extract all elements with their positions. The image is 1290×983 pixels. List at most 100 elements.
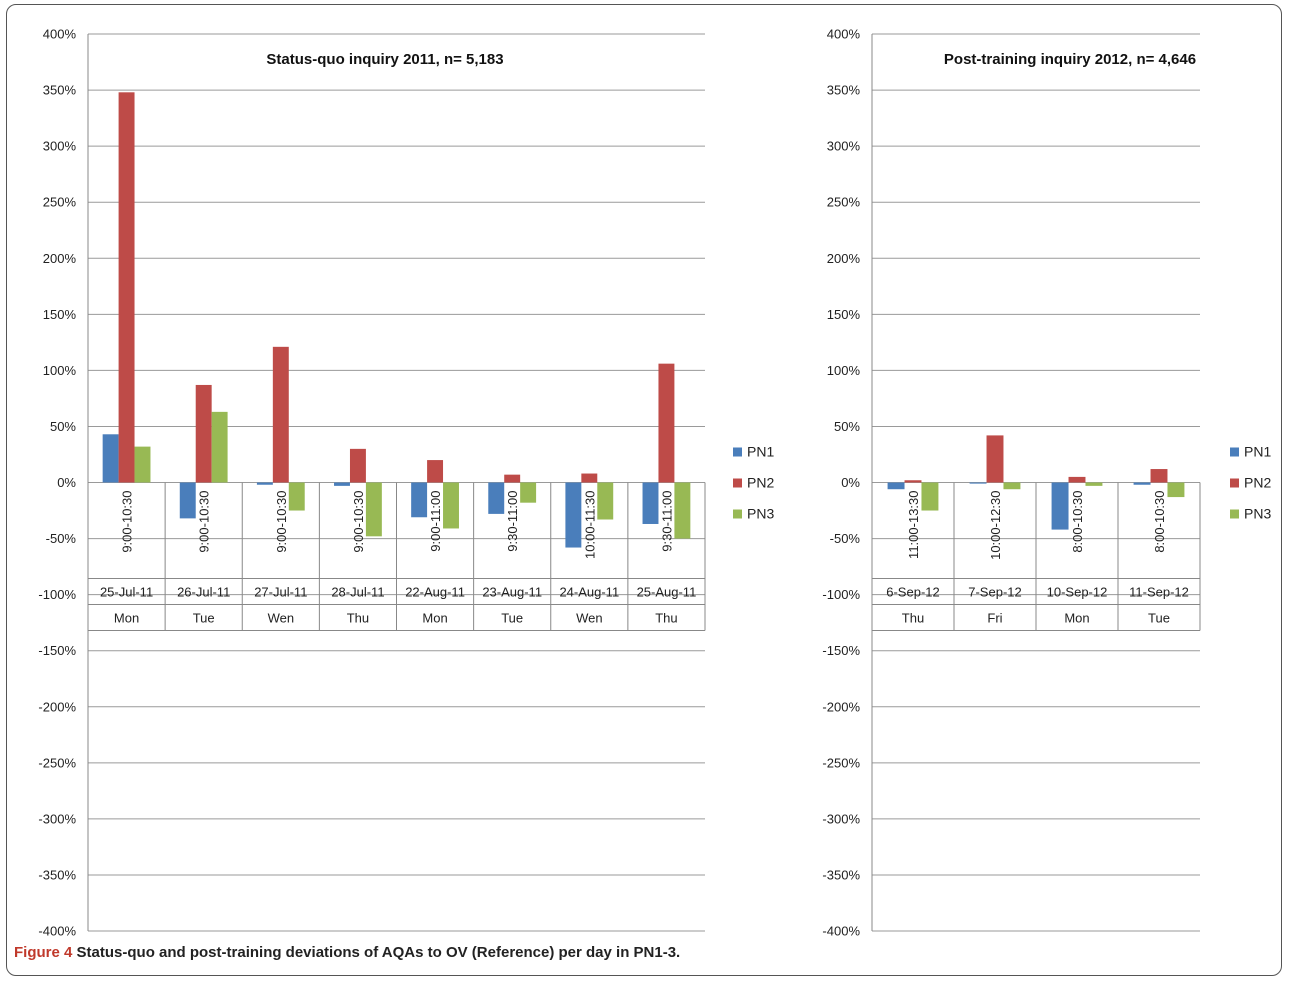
bar-pn2 bbox=[427, 460, 444, 483]
bar-pn2 bbox=[118, 92, 135, 483]
legend-label: PN1 bbox=[1244, 444, 1271, 460]
y-tick-label: -200% bbox=[822, 699, 860, 714]
date-label: 23-Aug-11 bbox=[482, 585, 542, 600]
bar-pn1 bbox=[179, 482, 196, 519]
bar-pn2 bbox=[658, 363, 675, 483]
legend-swatch bbox=[733, 478, 742, 488]
figure-frame bbox=[6, 4, 1282, 976]
weekday-label: Wen bbox=[576, 611, 603, 626]
legend-label: PN3 bbox=[747, 506, 774, 522]
bar-pn2 bbox=[504, 474, 521, 483]
bar-pn3 bbox=[597, 482, 614, 520]
bar-pn2 bbox=[1068, 476, 1086, 483]
y-tick-label: 150% bbox=[827, 307, 861, 322]
bar-pn1 bbox=[102, 434, 119, 483]
time-label: 11:00-13:30 bbox=[906, 491, 921, 559]
time-label: 9:00-10:30 bbox=[120, 491, 135, 553]
weekday-label: Mon bbox=[114, 611, 139, 626]
y-tick-label: -150% bbox=[822, 643, 860, 658]
chart-panel-1: 400% 350% 300% 250% 200% 150% 100% 50% 0% -50% -10… bbox=[38, 27, 774, 939]
y-tick-label: -150% bbox=[38, 643, 76, 658]
legend-swatch bbox=[1230, 478, 1239, 488]
legend-swatch bbox=[1230, 509, 1239, 519]
y-tick-label: 350% bbox=[43, 83, 77, 98]
y-tick-label: -250% bbox=[822, 755, 860, 770]
legend-swatch bbox=[733, 447, 742, 457]
date-label: 25-Aug-11 bbox=[637, 585, 697, 600]
y-tick-label: -50% bbox=[46, 531, 77, 546]
bar-pn3 bbox=[443, 482, 459, 529]
y-tick-label: 150% bbox=[43, 307, 77, 322]
y-tick-label: 400% bbox=[43, 27, 77, 42]
y-tick-label: 350% bbox=[827, 83, 861, 98]
weekday-label: Tue bbox=[1148, 611, 1170, 626]
legend-label: PN3 bbox=[1244, 506, 1271, 522]
y-tick-label: -50% bbox=[830, 531, 861, 546]
bar-pn3 bbox=[520, 482, 537, 503]
bar-pn1 bbox=[642, 482, 659, 524]
weekday-label: Mon bbox=[422, 611, 447, 626]
bar-pn3 bbox=[921, 482, 939, 511]
y-tick-label: -350% bbox=[38, 867, 76, 882]
caption-label: Figure 4 bbox=[14, 944, 73, 961]
y-tick-label: 0% bbox=[57, 475, 76, 490]
bar-pn2 bbox=[1150, 469, 1168, 483]
chart-title: Post-training inquiry 2012, n= 4,646 bbox=[944, 51, 1196, 68]
weekday-label: Mon bbox=[1064, 611, 1089, 626]
legend-swatch bbox=[733, 509, 742, 519]
bar-pn3 bbox=[211, 411, 228, 483]
y-tick-label: -100% bbox=[822, 587, 860, 602]
weekday-label: Thu bbox=[347, 611, 369, 626]
bar-pn3 bbox=[288, 482, 305, 511]
time-label: 8:00-10:30 bbox=[1152, 491, 1167, 553]
bar-pn3 bbox=[1003, 482, 1021, 490]
legend-label: PN2 bbox=[747, 475, 774, 491]
weekday-label: Tue bbox=[193, 611, 215, 626]
bar-pn1 bbox=[887, 482, 905, 490]
bar-pn3 bbox=[134, 446, 151, 483]
date-label: 28-Jul-11 bbox=[331, 585, 384, 600]
caption-text: Status-quo and post-training deviations … bbox=[76, 944, 681, 961]
chart-title: Status-quo inquiry 2011, n= 5,183 bbox=[266, 51, 503, 68]
legend-swatch bbox=[1230, 447, 1239, 457]
bar-pn2 bbox=[904, 480, 922, 483]
weekday-label: Tue bbox=[501, 611, 523, 626]
date-label: 25-Jul-11 bbox=[100, 585, 153, 600]
date-label: 22-Aug-11 bbox=[405, 585, 465, 600]
bar-pn1 bbox=[565, 482, 582, 548]
figure-caption: Figure 4 Status-quo and post-training de… bbox=[14, 944, 680, 961]
y-tick-label: 250% bbox=[43, 195, 77, 210]
y-tick-label: -200% bbox=[38, 699, 76, 714]
date-label: 24-Aug-11 bbox=[559, 585, 619, 600]
time-label: 9:30-11:00 bbox=[505, 491, 520, 552]
y-tick-label: 400% bbox=[827, 27, 861, 42]
bar-pn1 bbox=[1133, 482, 1151, 485]
date-label: 7-Sep-12 bbox=[968, 585, 1021, 600]
y-tick-label: -400% bbox=[822, 924, 860, 939]
date-label: 27-Jul-11 bbox=[254, 585, 307, 600]
time-label: 10:00-11:30 bbox=[582, 491, 597, 559]
y-tick-label: 250% bbox=[827, 195, 861, 210]
bar-pn2 bbox=[986, 435, 1004, 483]
y-tick-label: 100% bbox=[827, 363, 861, 378]
weekday-label: Thu bbox=[902, 611, 924, 626]
date-label: 10-Sep-12 bbox=[1047, 585, 1108, 600]
y-tick-label: 50% bbox=[50, 419, 76, 434]
y-tick-label: -300% bbox=[822, 811, 860, 826]
y-tick-label: -100% bbox=[38, 587, 76, 602]
y-tick-label: 50% bbox=[834, 419, 860, 434]
time-label: 9:00-10:30 bbox=[197, 491, 212, 553]
y-tick-label: -400% bbox=[38, 924, 76, 939]
chart-panel-2: 400% 350% 300% 250% 200% 150% 100% 50% 0% -50% -10… bbox=[822, 27, 1271, 939]
weekday-label: Wen bbox=[268, 611, 295, 626]
y-tick-label: -350% bbox=[822, 867, 860, 882]
bar-pn3 bbox=[365, 482, 382, 537]
y-tick-label: -250% bbox=[38, 755, 76, 770]
bar-pn1 bbox=[488, 482, 505, 514]
weekday-label: Thu bbox=[655, 611, 677, 626]
legend-label: PN2 bbox=[1244, 475, 1271, 491]
legend-label: PN1 bbox=[747, 444, 774, 460]
time-label: 9:00-11:00 bbox=[428, 491, 443, 552]
y-tick-label: 300% bbox=[43, 139, 77, 154]
